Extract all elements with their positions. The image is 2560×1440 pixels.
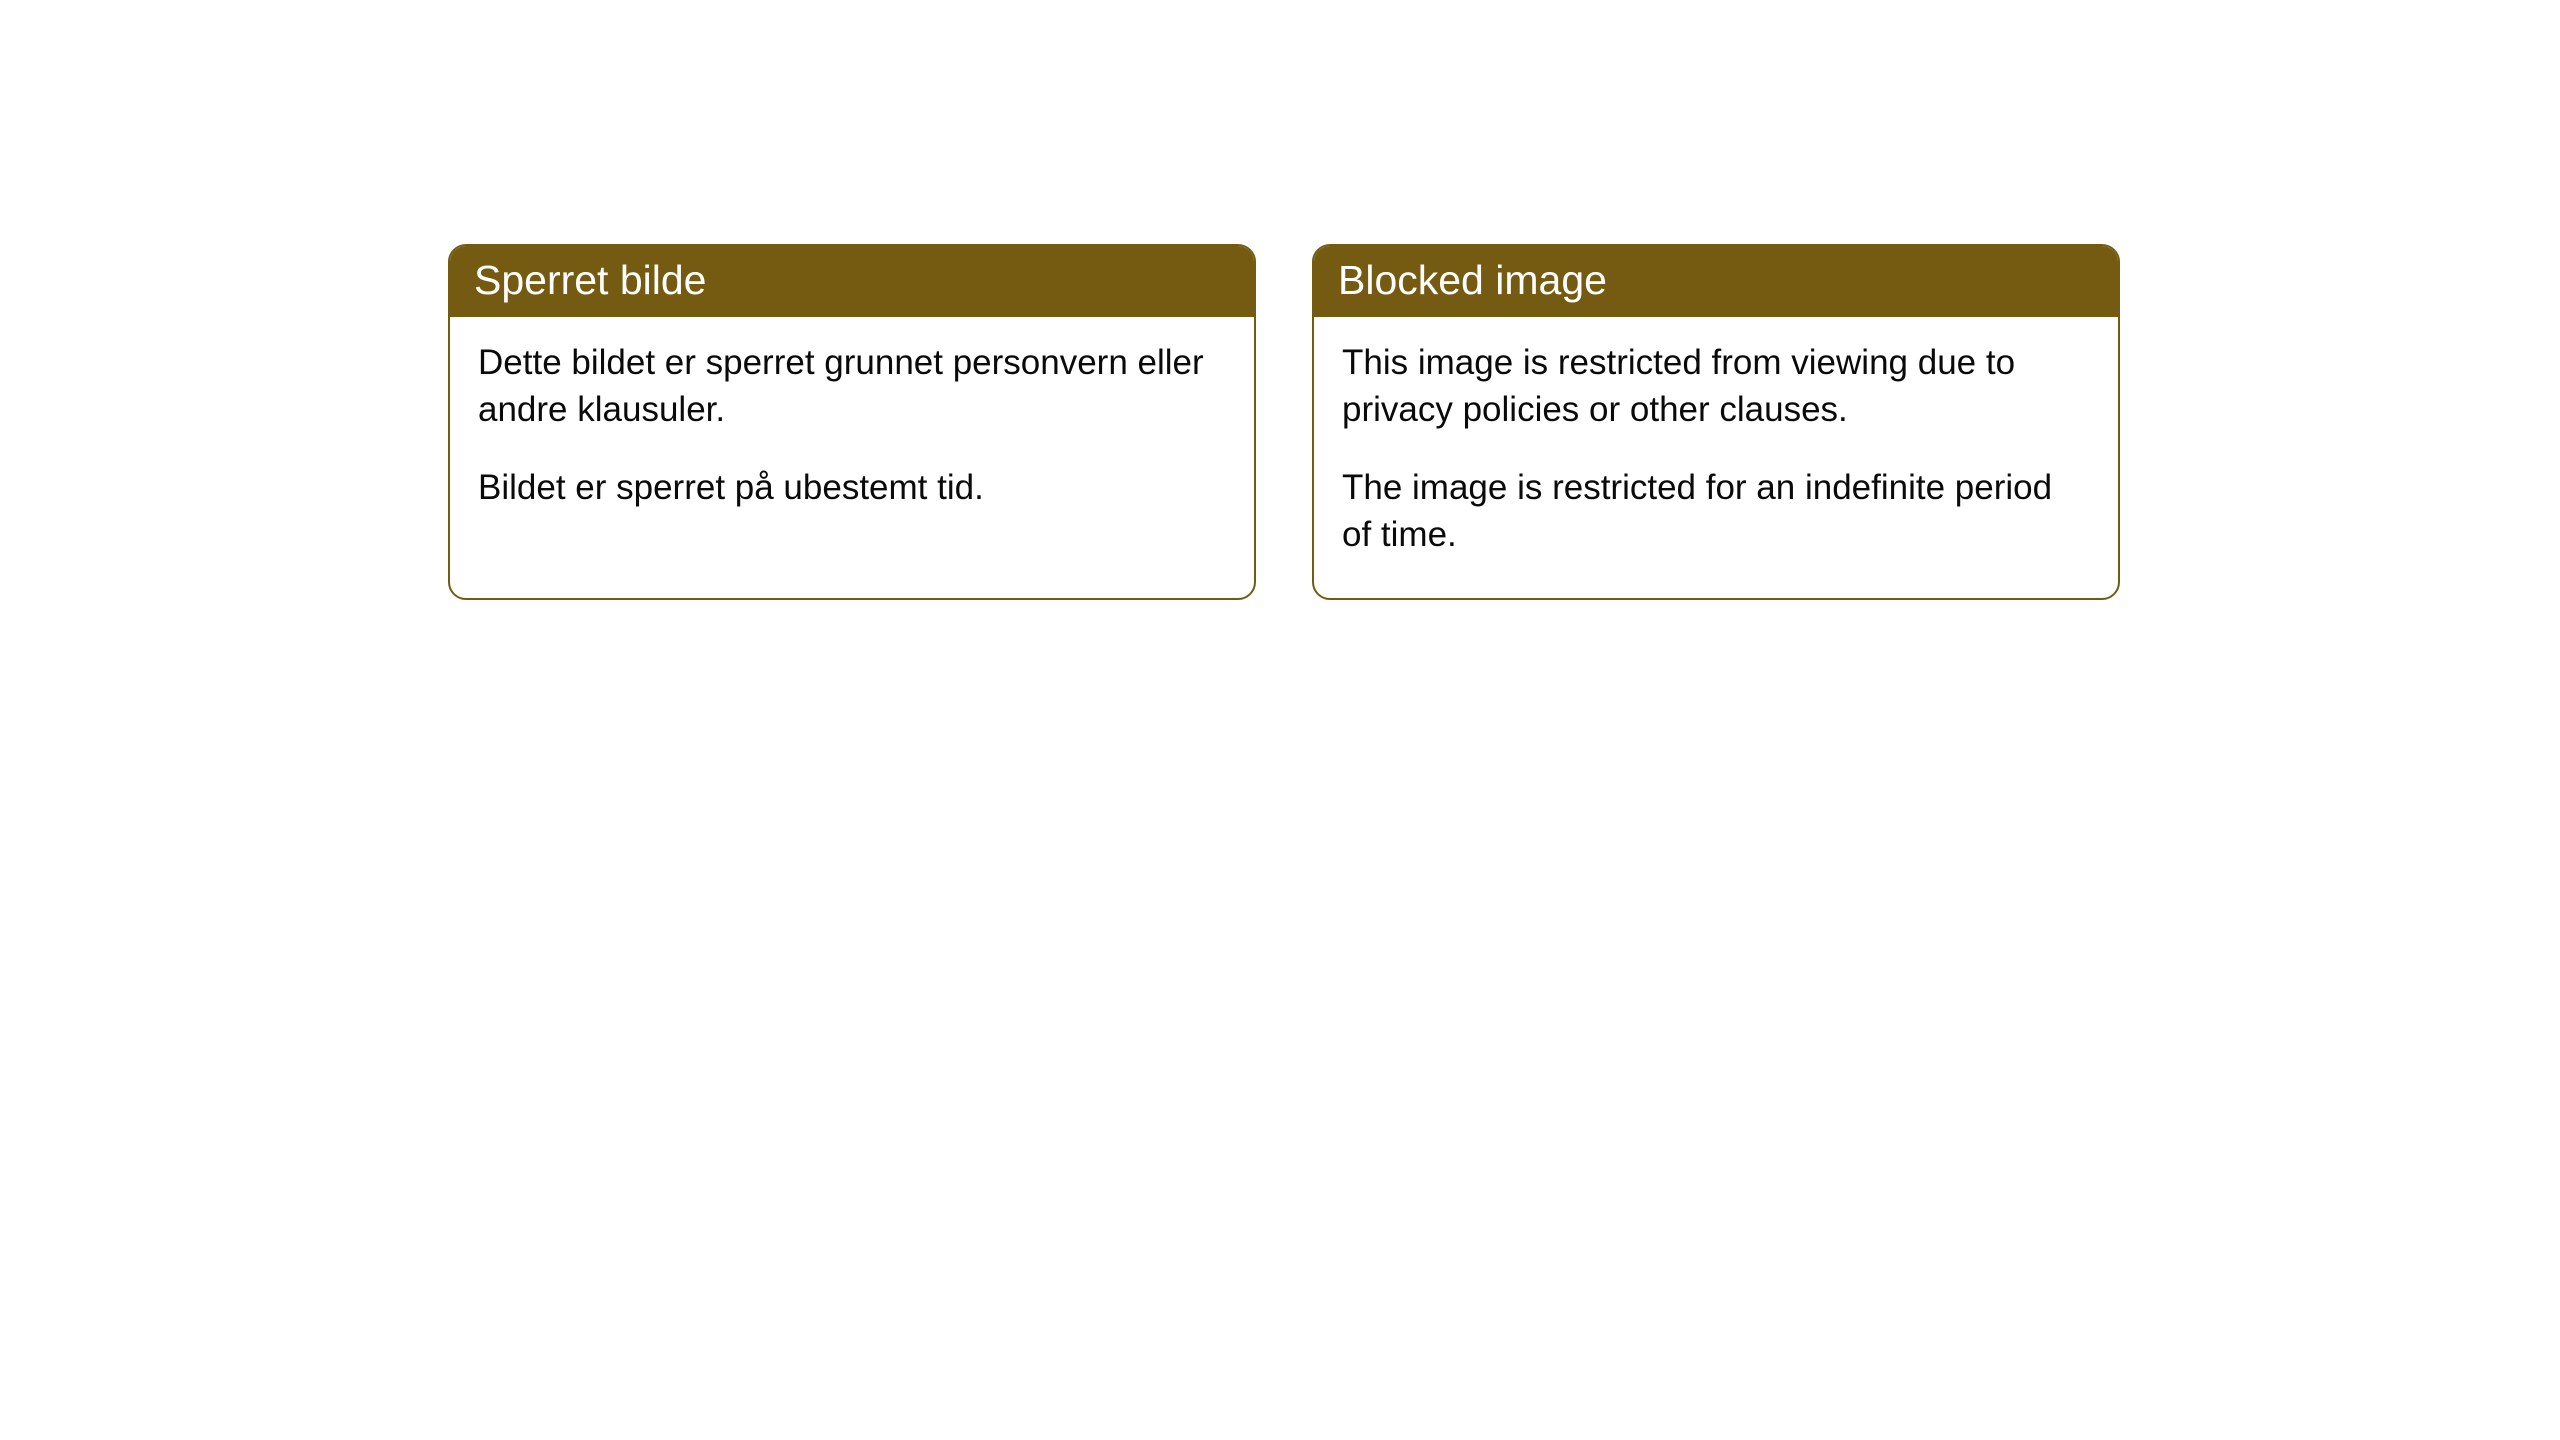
cards-container: Sperret bilde Dette bildet er sperret gr…: [0, 0, 2560, 600]
card-paragraph: Dette bildet er sperret grunnet personve…: [478, 339, 1226, 434]
card-paragraph: Bildet er sperret på ubestemt tid.: [478, 464, 1226, 511]
card-body: Dette bildet er sperret grunnet personve…: [450, 317, 1254, 551]
blocked-image-card-english: Blocked image This image is restricted f…: [1312, 244, 2120, 600]
card-header: Sperret bilde: [450, 246, 1254, 317]
card-header: Blocked image: [1314, 246, 2118, 317]
card-paragraph: The image is restricted for an indefinit…: [1342, 464, 2090, 559]
blocked-image-card-norwegian: Sperret bilde Dette bildet er sperret gr…: [448, 244, 1256, 600]
card-body: This image is restricted from viewing du…: [1314, 317, 2118, 598]
card-paragraph: This image is restricted from viewing du…: [1342, 339, 2090, 434]
